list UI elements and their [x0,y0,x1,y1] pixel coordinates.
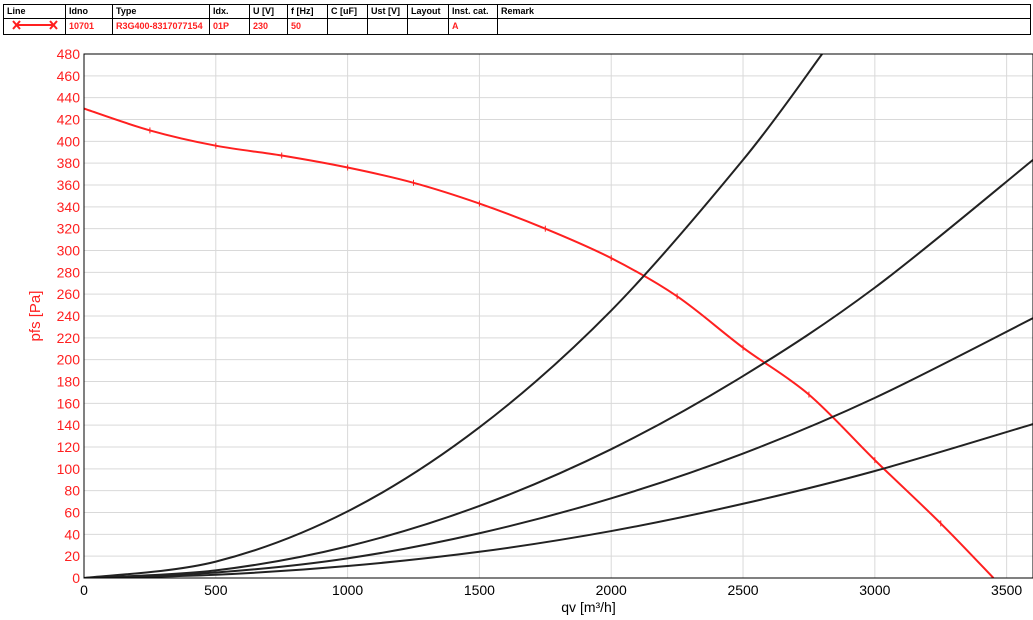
legend-f: 50 [287,18,328,35]
y-tick-label: 100 [57,461,81,477]
y-tick-label: 120 [57,439,81,455]
x-tick-label: 2500 [727,582,758,598]
system-resistance-curve-2 [84,159,1033,578]
y-tick-label: 340 [57,199,81,215]
x-tick-label: 0 [80,582,88,598]
y-tick-label: 200 [57,352,81,368]
x-tick-label: 2000 [596,582,627,598]
x-axis-label: qv [m³/h] [561,599,615,615]
y-tick-label: 40 [64,526,80,542]
curve-legend-table: Line Idno Type Idx. U [V] f [Hz] C [uF] … [3,4,1031,35]
y-tick-label: 360 [57,177,81,193]
y-tick-label: 300 [57,243,81,259]
red-line-cross-marker-icon [11,20,58,30]
y-tick-label: 60 [64,505,80,521]
y-axis-label: pfs [Pa] [27,291,44,342]
legend-type: R3G400-8317077154 [112,18,210,35]
y-tick-label: 140 [57,417,81,433]
y-tick-label: 420 [57,112,81,128]
chart-tick-labels: 0 20 40 60 80 100 120 140 160 180 200 220 240 260 280 3… [57,46,1023,598]
y-tick-label: 480 [57,46,81,62]
x-tick-label: 1500 [464,582,495,598]
y-tick-label: 160 [57,395,81,411]
y-tick-label: 80 [64,483,80,499]
system-resistance-curve-3 [84,317,1033,578]
legend-data-row: 10701 R3G400-8317077154 01P 230 50 A [3,18,1031,35]
y-tick-label: 220 [57,330,81,346]
y-tick-label: 320 [57,221,81,237]
y-tick-label: 440 [57,90,81,106]
y-tick-label: 180 [57,374,81,390]
y-tick-label: 0 [72,570,80,586]
system-resistance-curve-1 [84,54,823,578]
chart-grid [83,53,1033,579]
fan-characteristic-curve [84,107,995,578]
y-tick-label: 260 [57,286,81,302]
y-tick-label: 280 [57,264,81,280]
y-tick-label: 240 [57,308,81,324]
legend-line-sample [3,18,66,35]
x-tick-label: 1000 [332,582,363,598]
y-tick-label: 380 [57,155,81,171]
legend-remark [497,18,1031,35]
plot-frame [83,53,1033,579]
system-resistance-curve-4 [84,423,1033,578]
y-tick-label: 20 [64,548,80,564]
x-tick-label: 500 [204,582,228,598]
x-tick-label: 3000 [859,582,890,598]
y-tick-label: 460 [57,68,81,84]
y-tick-label: 400 [57,133,81,149]
chart-curves [84,54,1033,578]
x-tick-label: 3500 [991,582,1022,598]
